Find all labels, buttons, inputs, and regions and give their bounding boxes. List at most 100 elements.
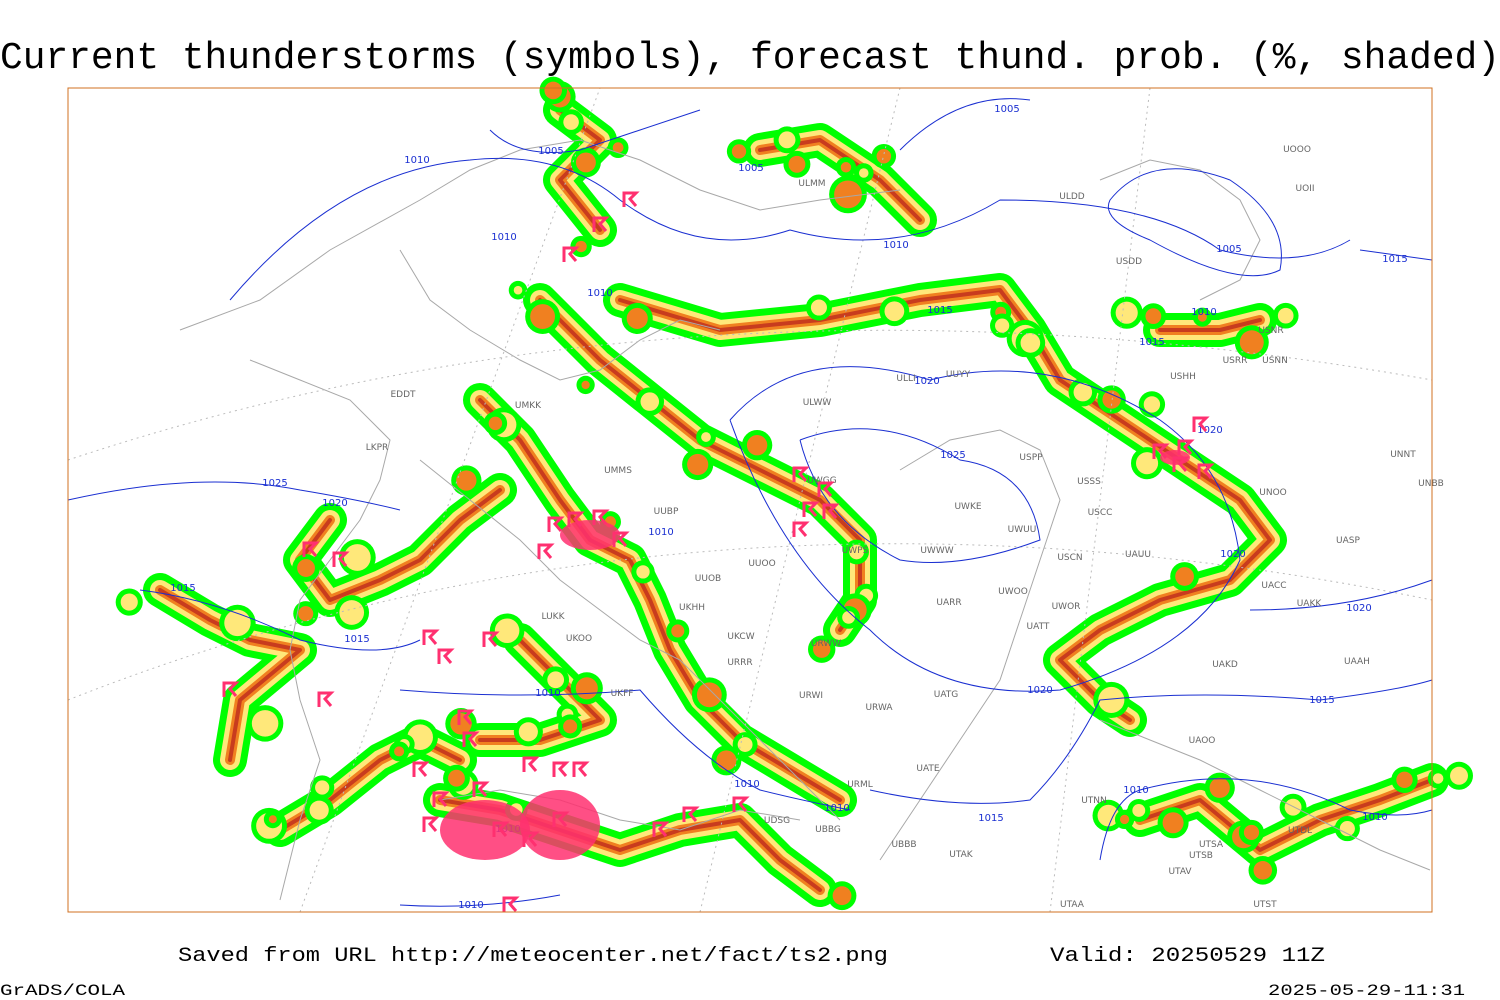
probability-medium [737, 737, 753, 752]
isobar-label: 1005 [538, 146, 563, 157]
storm-symbol [432, 791, 450, 807]
probability-medium [687, 453, 709, 476]
probability-medium [876, 148, 892, 164]
station-label: EDDT [390, 390, 416, 400]
station-label: UWOR [1052, 602, 1081, 612]
probability-very-high [1158, 318, 1262, 332]
storm-symbol [502, 896, 520, 912]
probability-medium [518, 722, 538, 742]
station-label: URRR [727, 658, 752, 668]
probability-medium [1209, 777, 1230, 798]
storm-symbol [567, 511, 585, 527]
station-label: UUOB [695, 574, 721, 584]
probability-very-high [538, 298, 862, 632]
probability-medium [488, 416, 503, 431]
station-label: UMKK [515, 401, 542, 411]
coastline [179, 139, 901, 331]
station-label: UKOO [566, 634, 592, 644]
probability-medium [1277, 307, 1294, 324]
probability-medium [1132, 804, 1146, 817]
storm-symbol [592, 509, 610, 525]
isobar-label: 1010 [648, 527, 673, 538]
storm-symbol [522, 756, 540, 772]
border [419, 459, 841, 821]
storm-symbol [802, 501, 820, 517]
probability-medium [626, 307, 648, 329]
station-label: UTAV [1168, 867, 1192, 877]
station-label: UTSB [1189, 851, 1213, 861]
probability-medium [297, 559, 315, 577]
station-label: ULDD [1059, 192, 1085, 202]
storm-symbol [222, 681, 240, 697]
probability-medium [810, 299, 827, 316]
isobar-label: 1015 [344, 634, 369, 645]
probability-medium [832, 886, 852, 906]
station-label: USNR [1258, 326, 1283, 336]
station-label: UWWW [920, 546, 953, 556]
probability-medium [544, 81, 563, 100]
station-label: ULLI [896, 374, 915, 384]
graticule [67, 87, 1433, 913]
isobar-label: 1010 [1123, 785, 1148, 796]
probability-medium [575, 677, 598, 700]
isobar-label: 1005 [738, 163, 763, 174]
storm-symbol [822, 503, 840, 519]
station-label: USCC [1088, 508, 1113, 518]
storm-symbol [317, 691, 335, 707]
isobar-label: 1025 [940, 450, 965, 461]
station-label: UWOO [998, 587, 1028, 597]
station-label: UTAK [949, 850, 974, 860]
station-label: UARR [936, 598, 961, 608]
probability-medium [1243, 824, 1260, 841]
probability-medium [494, 618, 520, 644]
station-label: UWGG [807, 476, 836, 486]
storm-symbol [482, 631, 500, 647]
graticule-line [67, 329, 1433, 461]
storm-cluster [520, 790, 600, 860]
isobar-label: 1010 [883, 240, 908, 251]
storm-symbol [422, 629, 440, 645]
isobar-label: 1020 [322, 498, 347, 509]
isobar-label: 1010 [535, 688, 560, 699]
isobar-label: 1015 [170, 583, 195, 594]
isobar-label: 1015 [978, 813, 1003, 824]
storm-symbol [682, 806, 700, 822]
isobar-label: 1010 [824, 803, 849, 814]
storm-symbol [437, 648, 455, 664]
isobar-label: 1020 [914, 376, 939, 387]
coastline [439, 789, 801, 831]
source-url: Saved from URL http://meteocenter.net/fa… [178, 945, 888, 968]
probability-medium [788, 155, 806, 173]
storm-symbol [622, 191, 640, 207]
probability-medium [1432, 773, 1444, 784]
probability-medium [1073, 382, 1093, 402]
station-label: UDSG [764, 816, 790, 826]
storm-symbol [1152, 443, 1170, 459]
border [1099, 719, 1431, 871]
storm-symbol [472, 781, 490, 797]
isobar [1108, 168, 1282, 277]
probability-medium [778, 131, 796, 149]
probability-medium [1396, 771, 1413, 789]
station-label: UTSA [1199, 840, 1224, 850]
borders [179, 139, 1431, 901]
probability-medium [995, 318, 1010, 333]
storm-symbol [552, 761, 570, 777]
probability-medium [1450, 766, 1468, 785]
storm-symbol [572, 761, 590, 777]
isobar-label: 1010 [734, 779, 759, 790]
station-label: UNBB [1418, 479, 1444, 489]
station-label: LUKK [542, 612, 566, 622]
storm-symbol [792, 521, 810, 537]
isobar-label: 1015 [927, 305, 952, 316]
isobar-label: 1010 [491, 232, 516, 243]
probability-medium [450, 713, 472, 735]
isobar-label: 1015 [1309, 695, 1334, 706]
storm-symbol [332, 551, 350, 567]
coastline [399, 249, 721, 381]
station-label: UNNT [1390, 450, 1416, 460]
isobar-label: 1020 [1027, 685, 1052, 696]
probability-medium [640, 392, 660, 411]
probability-medium [812, 640, 831, 658]
